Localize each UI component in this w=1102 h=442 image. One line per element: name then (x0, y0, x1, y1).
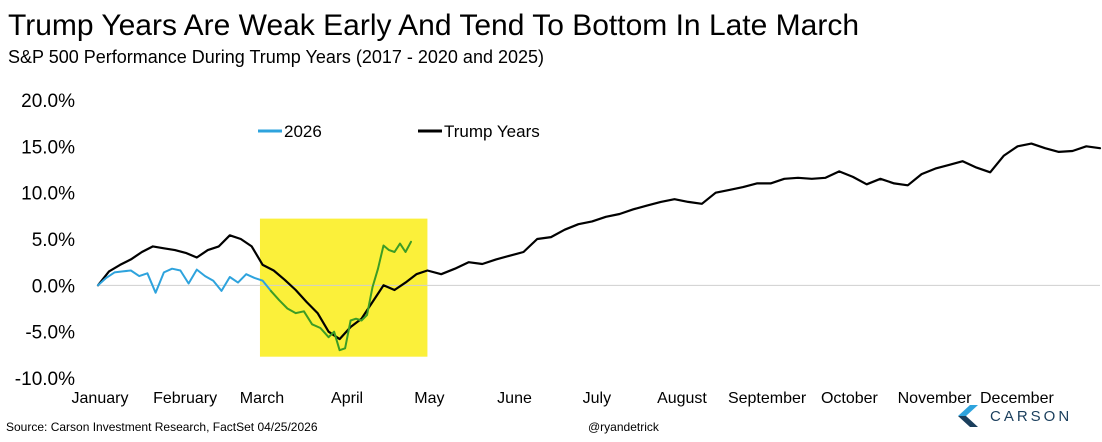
x-tick-label-2: March (240, 390, 284, 407)
brand-logo: CARSON (956, 405, 1072, 427)
legend-label-0: 2026 (284, 122, 322, 141)
carson-logo-icon (958, 405, 978, 427)
source-note: Source: Carson Investment Research, Fact… (6, 420, 318, 434)
x-tick-label-6: July (583, 390, 611, 407)
x-tick-label-4: May (414, 390, 444, 407)
y-tick-label-2: 10.0% (21, 184, 75, 205)
x-tick-label-0: January (72, 390, 129, 407)
x-tick-label-5: June (497, 390, 532, 407)
series-line-highlighted-2026 (269, 240, 412, 352)
series-line-trump-years (96, 142, 1102, 341)
y-tick-label-1: 15.0% (21, 137, 75, 158)
chart-title: Trump Years Are Weak Early And Tend To B… (8, 9, 860, 42)
x-tick-label-11: December (980, 390, 1054, 407)
legend-label-1: Trump Years (444, 122, 540, 141)
y-tick-label-5: -5.0% (25, 323, 75, 344)
x-tick-label-8: September (728, 390, 807, 407)
x-tick-label-1: February (153, 390, 217, 407)
y-tick-label-6: -10.0% (15, 369, 75, 390)
chart-subtitle: S&P 500 Performance During Trump Years (… (8, 47, 545, 67)
brand-name: CARSON (990, 407, 1073, 425)
series-line-2026 (97, 267, 272, 294)
x-tick-label-9: October (821, 390, 879, 407)
y-tick-label-4: 0.0% (32, 276, 75, 297)
x-tick-label-10: November (898, 390, 972, 407)
x-tick-label-3: April (331, 390, 363, 407)
y-tick-label-3: 5.0% (32, 230, 75, 251)
y-tick-label-0: 20.0% (21, 91, 75, 112)
x-tick-label-7: August (657, 390, 707, 407)
author-handle: @ryandetrick (588, 420, 659, 434)
